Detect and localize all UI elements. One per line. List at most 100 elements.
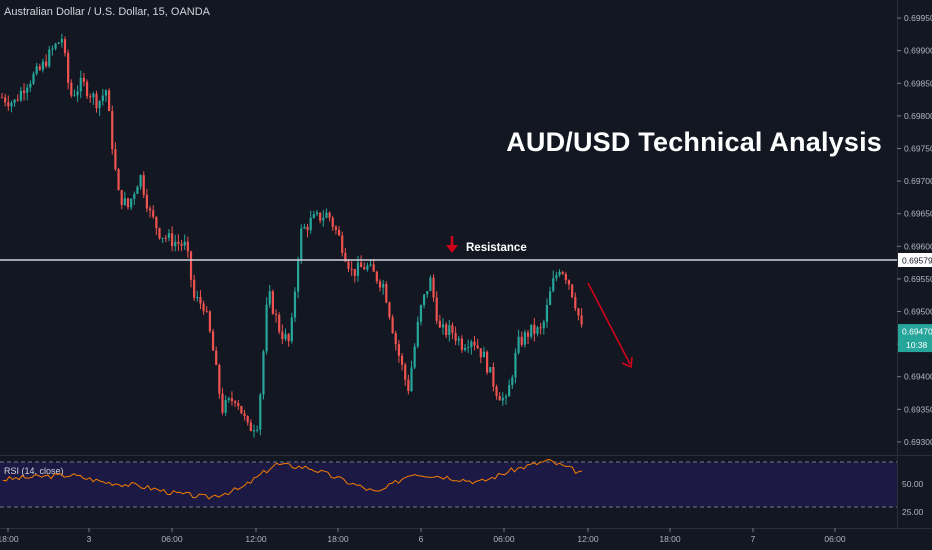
candle-body [293, 291, 297, 318]
candle-body [54, 43, 57, 49]
candle-body [347, 261, 350, 269]
headline-title: AUD/USD Technical Analysis [506, 127, 882, 157]
candle-body [306, 226, 309, 231]
candle-body [495, 386, 498, 396]
candle-body [517, 336, 520, 353]
rsi-band [0, 462, 897, 507]
candle-body [426, 290, 429, 295]
candle-body [530, 324, 533, 337]
candle-body [508, 385, 511, 397]
candle-body [445, 324, 448, 335]
candle-body [378, 281, 382, 288]
candle-body [177, 241, 180, 244]
candle-body [246, 416, 249, 423]
candle-body [117, 169, 120, 191]
candle-body [413, 346, 416, 368]
candle-body [85, 82, 89, 97]
candle-body [432, 277, 435, 298]
candle-body [463, 348, 467, 350]
price-tick-label: 0.69350 [904, 404, 932, 414]
candle-body [504, 396, 508, 398]
candle-body [501, 397, 504, 401]
candle-body [70, 82, 73, 96]
candle-body [22, 90, 26, 93]
candle-body [259, 394, 262, 430]
candle-body [407, 379, 410, 392]
rsi-level-25: 25.00 [902, 507, 924, 517]
price-tick-label: 0.69300 [904, 437, 932, 447]
candle-body [545, 304, 549, 322]
time-tick-label: 18:00 [659, 534, 681, 544]
candle-body [567, 280, 571, 285]
candle-body [174, 241, 177, 247]
candle-body [438, 320, 441, 328]
candle-body [35, 66, 38, 74]
price-tick-label: 0.69900 [904, 46, 932, 56]
candle-body [0, 97, 4, 99]
candle-body [230, 398, 234, 402]
price-tick-label: 0.69700 [904, 176, 932, 186]
candle-body [555, 275, 558, 279]
candle-body [419, 305, 423, 322]
price-tick-label: 0.69500 [904, 307, 932, 317]
time-tick-label: 18:00 [327, 534, 349, 544]
candle-body [211, 331, 215, 351]
candle-body [482, 351, 486, 358]
candle-body [297, 259, 300, 292]
candle-body [82, 77, 85, 83]
candle-body [237, 403, 240, 406]
candle-body [111, 111, 114, 150]
candle-body [366, 265, 369, 270]
projection-arrow-head [621, 356, 633, 369]
candle-body [561, 272, 564, 274]
candle-body [523, 332, 526, 345]
candle-body [262, 351, 265, 395]
candle-body [344, 252, 347, 262]
candle-body [319, 212, 322, 221]
candle-body [341, 235, 344, 253]
candle-body [410, 367, 413, 392]
candle-body [133, 193, 136, 199]
candle-body [325, 212, 328, 218]
candle-body [202, 303, 205, 312]
countdown-label: 10:38 [906, 340, 928, 350]
candle-body [300, 228, 303, 260]
rsi-line [2, 458, 583, 500]
candle-body [152, 210, 155, 217]
candle-body [369, 264, 372, 266]
candle-body [353, 268, 356, 276]
candle-body [13, 99, 16, 103]
candle-body [19, 90, 22, 101]
candle-body [76, 91, 79, 96]
candle-body [29, 83, 32, 88]
projection-arrow-line [587, 282, 631, 365]
candle-body [48, 49, 51, 67]
candle-body [451, 325, 454, 333]
candle-body [189, 251, 193, 280]
candle-body [360, 262, 363, 268]
candle-body [574, 297, 577, 309]
candle-body [287, 334, 290, 342]
candle-body [130, 198, 133, 208]
candle-body [278, 314, 281, 332]
candle-body [564, 273, 567, 281]
rsi-label: RSI (14, close) [4, 466, 64, 476]
resistance-arrow-icon [446, 245, 458, 253]
candle-body [284, 334, 287, 340]
candle-body [89, 96, 92, 98]
resistance-price-tag [898, 253, 932, 267]
candle-body [92, 93, 95, 98]
candle-body [41, 61, 45, 70]
candle-body [375, 271, 378, 282]
candle-body [549, 291, 552, 305]
candle-body [470, 341, 473, 348]
candle-body [460, 338, 463, 350]
candle-body [101, 95, 104, 101]
price-tick-label: 0.69650 [904, 209, 932, 219]
candle-body [385, 284, 388, 303]
candle-body [441, 324, 445, 328]
candle-body [322, 217, 325, 221]
candle-body [520, 336, 523, 345]
candle-body [315, 212, 319, 215]
